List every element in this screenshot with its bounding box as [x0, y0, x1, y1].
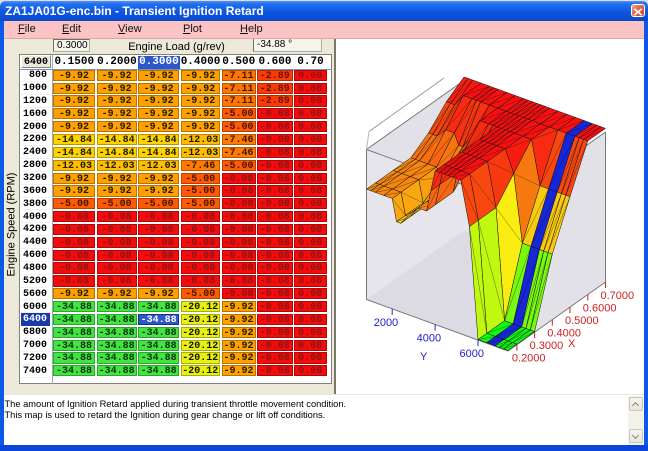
- svg-text:Y: Y: [420, 351, 428, 363]
- svg-text:4000: 4000: [417, 333, 441, 345]
- svg-text:0.6000: 0.6000: [583, 303, 617, 315]
- svg-text:2000: 2000: [374, 317, 398, 329]
- svg-text:X: X: [568, 338, 576, 350]
- svg-text:0.3000: 0.3000: [530, 340, 564, 352]
- svg-text:0.2000: 0.2000: [512, 353, 546, 365]
- svg-text:0.7000: 0.7000: [601, 290, 635, 302]
- svg-text:0.5000: 0.5000: [565, 315, 599, 327]
- svg-text:0.4000: 0.4000: [547, 328, 581, 340]
- svg-text:6000: 6000: [460, 348, 484, 360]
